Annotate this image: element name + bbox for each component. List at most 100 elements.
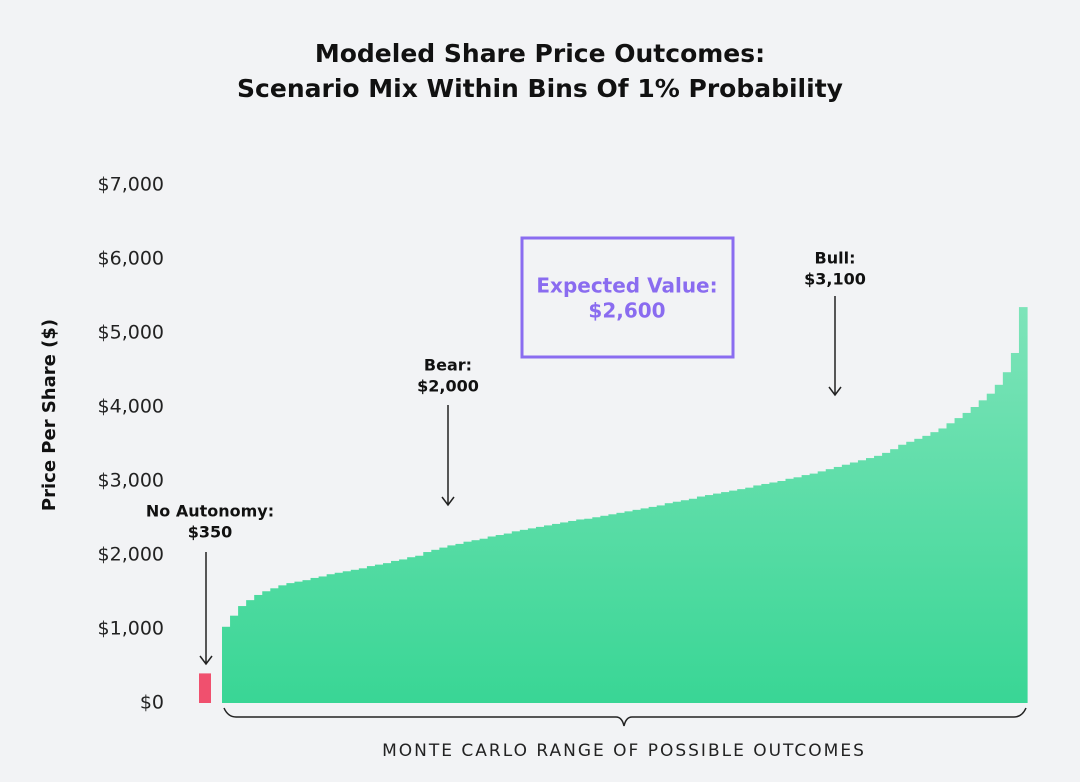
annotation: Bull: <box>815 249 856 268</box>
y-tick-label: $4,000 <box>98 396 164 418</box>
bar <box>866 458 875 703</box>
bar <box>624 511 634 703</box>
bar <box>238 606 247 703</box>
bar <box>318 576 328 703</box>
annotation: Expected Value: <box>536 274 717 298</box>
y-tick-label: $2,000 <box>98 544 164 566</box>
bar <box>391 560 400 703</box>
bar <box>632 509 642 703</box>
bar <box>270 588 279 703</box>
bar <box>519 529 529 703</box>
bar <box>262 591 271 703</box>
bar <box>286 583 296 703</box>
bar <box>326 574 336 703</box>
bar <box>938 428 948 703</box>
annotation: $350 <box>188 523 233 542</box>
bar <box>664 503 674 703</box>
bar <box>568 520 577 703</box>
bar <box>278 585 287 703</box>
bar <box>471 540 481 703</box>
expected-value-box <box>520 236 735 359</box>
bar <box>592 517 601 703</box>
x-axis-title: MONTE CARLO RANGE OF POSSIBLE OUTCOMES <box>382 741 866 761</box>
y-tick-label: $6,000 <box>98 248 164 270</box>
bar <box>584 518 593 703</box>
bar <box>680 500 690 703</box>
y-tick-label: $5,000 <box>98 322 164 344</box>
bar <box>769 482 779 703</box>
arrow <box>199 552 213 666</box>
bars <box>199 307 1028 703</box>
bar <box>527 528 537 703</box>
arrow <box>828 296 842 397</box>
bar <box>455 543 465 703</box>
bar <box>1010 352 1020 703</box>
bar <box>544 525 553 703</box>
bar <box>874 455 883 703</box>
bar <box>672 501 682 703</box>
bar <box>552 523 561 703</box>
bar <box>431 549 440 703</box>
y-tick-label: $7,000 <box>98 174 164 196</box>
bar <box>930 432 940 703</box>
bar <box>793 477 803 703</box>
bar <box>986 393 996 703</box>
bar <box>503 533 513 703</box>
bar <box>954 418 964 703</box>
bar <box>439 547 448 703</box>
bar <box>922 435 931 703</box>
bar <box>407 557 416 703</box>
bar <box>809 473 819 703</box>
bar <box>222 626 231 703</box>
bar <box>294 581 304 703</box>
annotation: $2,600 <box>588 299 665 323</box>
bar <box>342 571 352 703</box>
bar <box>705 495 714 703</box>
annotation: No Autonomy: <box>146 502 274 521</box>
bar <box>535 526 545 703</box>
bar <box>576 519 585 703</box>
y-tick-label: $1,000 <box>98 618 164 640</box>
bar <box>978 400 988 703</box>
chart-title: Modeled Share Price Outcomes: <box>315 39 765 68</box>
bar <box>310 577 320 703</box>
bar <box>914 438 923 703</box>
arrow <box>441 405 455 507</box>
bar <box>246 600 255 703</box>
bar <box>399 559 408 703</box>
annotation: Bear: <box>424 356 472 375</box>
bar <box>753 485 762 703</box>
bar <box>817 471 827 703</box>
bar <box>729 490 738 703</box>
bar <box>254 594 263 703</box>
bar <box>374 564 384 703</box>
bar <box>696 496 706 703</box>
bar <box>511 531 521 703</box>
bar <box>358 568 368 703</box>
y-tick-label: $0 <box>140 692 164 714</box>
bar <box>350 569 360 703</box>
bar <box>801 475 811 703</box>
bar <box>640 508 650 703</box>
bar <box>946 423 956 703</box>
bar <box>1018 307 1028 703</box>
bar <box>890 449 899 703</box>
bar <box>688 498 698 703</box>
bar <box>616 512 626 703</box>
bar <box>302 580 312 703</box>
bar <box>1002 372 1012 703</box>
bar <box>825 469 835 703</box>
bar <box>656 505 666 703</box>
y-tick-label: $3,000 <box>98 470 164 492</box>
bar <box>994 384 1004 703</box>
bar <box>608 514 618 703</box>
bar <box>423 552 432 703</box>
bar <box>761 483 770 703</box>
bar <box>463 541 473 703</box>
bar <box>898 444 907 703</box>
bar <box>383 563 392 703</box>
bar <box>882 452 891 703</box>
bar <box>495 535 505 703</box>
bar <box>849 462 859 703</box>
